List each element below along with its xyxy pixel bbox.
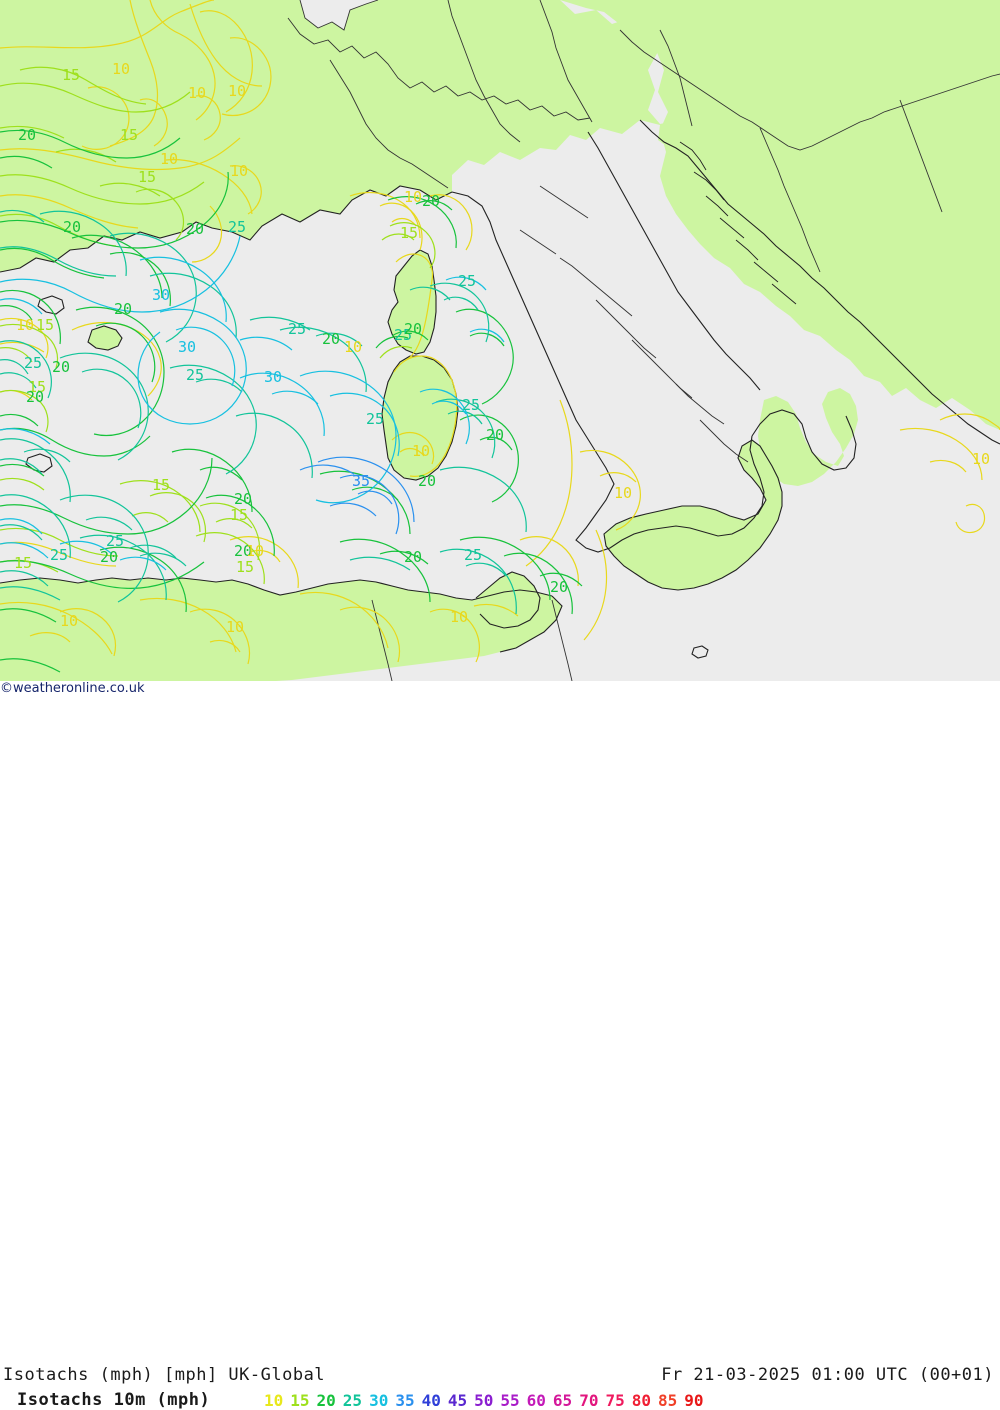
legend-stop-85: 85 [657, 1391, 678, 1410]
isotach-map[interactable]: 15 10 10 10 20 15 15 10 10 20 20 25 10 20 15 25 30 10 15 20… [0, 0, 1000, 681]
contour-label-20: 20 [322, 330, 340, 348]
footer-valid-time: Fr 21-03-2025 01:00 UTC (00+01) [661, 1365, 994, 1385]
contour-label-20: 20 [486, 426, 504, 444]
footer-title: Isotachs (mph) [mph] UK-Global [3, 1365, 326, 1385]
legend-stop-40: 40 [421, 1391, 441, 1410]
contour-label-10: 10 [344, 338, 362, 356]
contour-label-15: 15 [14, 554, 32, 572]
contour-30 [0, 235, 505, 571]
contour-label-10: 10 [246, 542, 264, 560]
legend-stop-30: 30 [369, 1391, 389, 1410]
contour-label-20: 20 [63, 218, 81, 236]
legend-stop-20: 20 [316, 1391, 336, 1410]
contour-label-20: 20 [422, 192, 440, 210]
contour-label-10: 10 [188, 84, 206, 102]
contour-label-10: 10 [160, 150, 178, 168]
contour-label-20: 20 [18, 126, 36, 144]
contour-label-20: 20 [52, 358, 70, 376]
contour-label-25: 25 [228, 218, 246, 236]
contour-label-10: 10 [112, 60, 130, 78]
contour-label-25: 25 [462, 396, 480, 414]
land-sicily [604, 440, 782, 590]
contour-label-20: 20 [186, 220, 204, 238]
contour-label-20: 20 [234, 490, 252, 508]
land-sardinia [382, 356, 458, 480]
contour-label-15: 15 [152, 476, 170, 494]
legend-stop-80: 80 [631, 1391, 651, 1410]
contour-label-10: 10 [450, 608, 468, 626]
legend-stop-25: 25 [342, 1391, 363, 1410]
contour-label-10: 10 [16, 316, 34, 334]
landmass-layer [0, 0, 1000, 681]
legend-stop-55: 55 [500, 1391, 520, 1410]
contour-label-20: 20 [100, 548, 118, 566]
land-balkans [560, 0, 1000, 430]
contour-label-20: 20 [404, 548, 422, 566]
contour-label-30: 30 [264, 368, 282, 386]
contour-label-25: 25 [458, 272, 476, 290]
contour-label-25: 25 [394, 326, 412, 344]
contour-label-25: 25 [288, 320, 306, 338]
contour-25 [0, 209, 527, 615]
legend-stop-75: 75 [605, 1391, 625, 1410]
contour-label-15: 15 [230, 506, 248, 524]
contour-label-10: 10 [972, 450, 990, 468]
contour-label-25: 25 [24, 354, 42, 372]
contour-label-25: 25 [366, 410, 384, 428]
land-europe-north [0, 0, 740, 272]
land-tunisia [476, 572, 540, 628]
contour-label-15: 15 [62, 66, 80, 84]
contour-label-20: 20 [234, 542, 252, 560]
contour-label-15: 15 [36, 316, 54, 334]
contour-label-15: 15 [400, 224, 418, 242]
legend-stop-70: 70 [579, 1391, 599, 1410]
legend-stop-10: 10 [264, 1391, 284, 1410]
land-balearic [88, 326, 122, 350]
contour-label-25: 25 [464, 546, 482, 564]
contour-label-20: 20 [26, 388, 44, 406]
contour-20 [0, 129, 583, 673]
legend-stop-60: 60 [526, 1391, 546, 1410]
contour-label-10: 10 [404, 188, 422, 206]
legend-stop-45: 45 [447, 1391, 468, 1410]
contour-label-25: 25 [186, 366, 204, 384]
copyright-notice: ©weatheronline.co.uk [0, 681, 145, 696]
contour-label-10: 10 [230, 162, 248, 180]
isotach-contour-layer [0, 0, 1000, 673]
contour-label-15: 15 [28, 378, 46, 396]
footer-subtitle: Isotachs 10m (mph) [17, 1390, 211, 1410]
contour-label-10: 10 [412, 442, 430, 460]
contour-label-15: 15 [138, 168, 156, 186]
contour-label-25: 25 [50, 546, 68, 564]
legend-stop-65: 65 [552, 1391, 573, 1410]
legend-stop-15: 15 [290, 1391, 310, 1410]
contour-label-35: 35 [352, 472, 370, 490]
contour-label-20: 20 [404, 320, 422, 338]
contour-label-20: 20 [114, 300, 132, 318]
coastline-layer [0, 0, 1000, 681]
contour-label-10: 10 [60, 612, 78, 630]
contour-label-20: 20 [550, 578, 568, 596]
land-calabria [758, 388, 858, 486]
contour-label-10: 10 [228, 82, 246, 100]
contour-35 [299, 456, 415, 535]
land-north-africa [0, 578, 562, 681]
contour-label-20: 20 [418, 472, 436, 490]
contour-label-30: 30 [152, 286, 170, 304]
contour-label-15: 15 [120, 126, 138, 144]
contour-10 [0, 0, 1000, 665]
contour-label-10: 10 [226, 618, 244, 636]
legend-stop-35: 35 [395, 1391, 415, 1410]
contour-label-10: 10 [614, 484, 632, 502]
isotach-speed-scale: 10 15 20 25 30 35 40 45 50 55 60 65 70 75 80 85 90 [264, 1391, 711, 1410]
map-footer: Isotachs (mph) [mph] UK-Global Fr 21-03-… [0, 681, 1000, 1410]
contour-label-15: 15 [236, 558, 254, 576]
contour-label-30: 30 [178, 338, 196, 356]
legend-stop-50: 50 [474, 1391, 494, 1410]
legend-stop-90: 90 [684, 1391, 704, 1410]
contour-label-25: 25 [106, 532, 124, 550]
